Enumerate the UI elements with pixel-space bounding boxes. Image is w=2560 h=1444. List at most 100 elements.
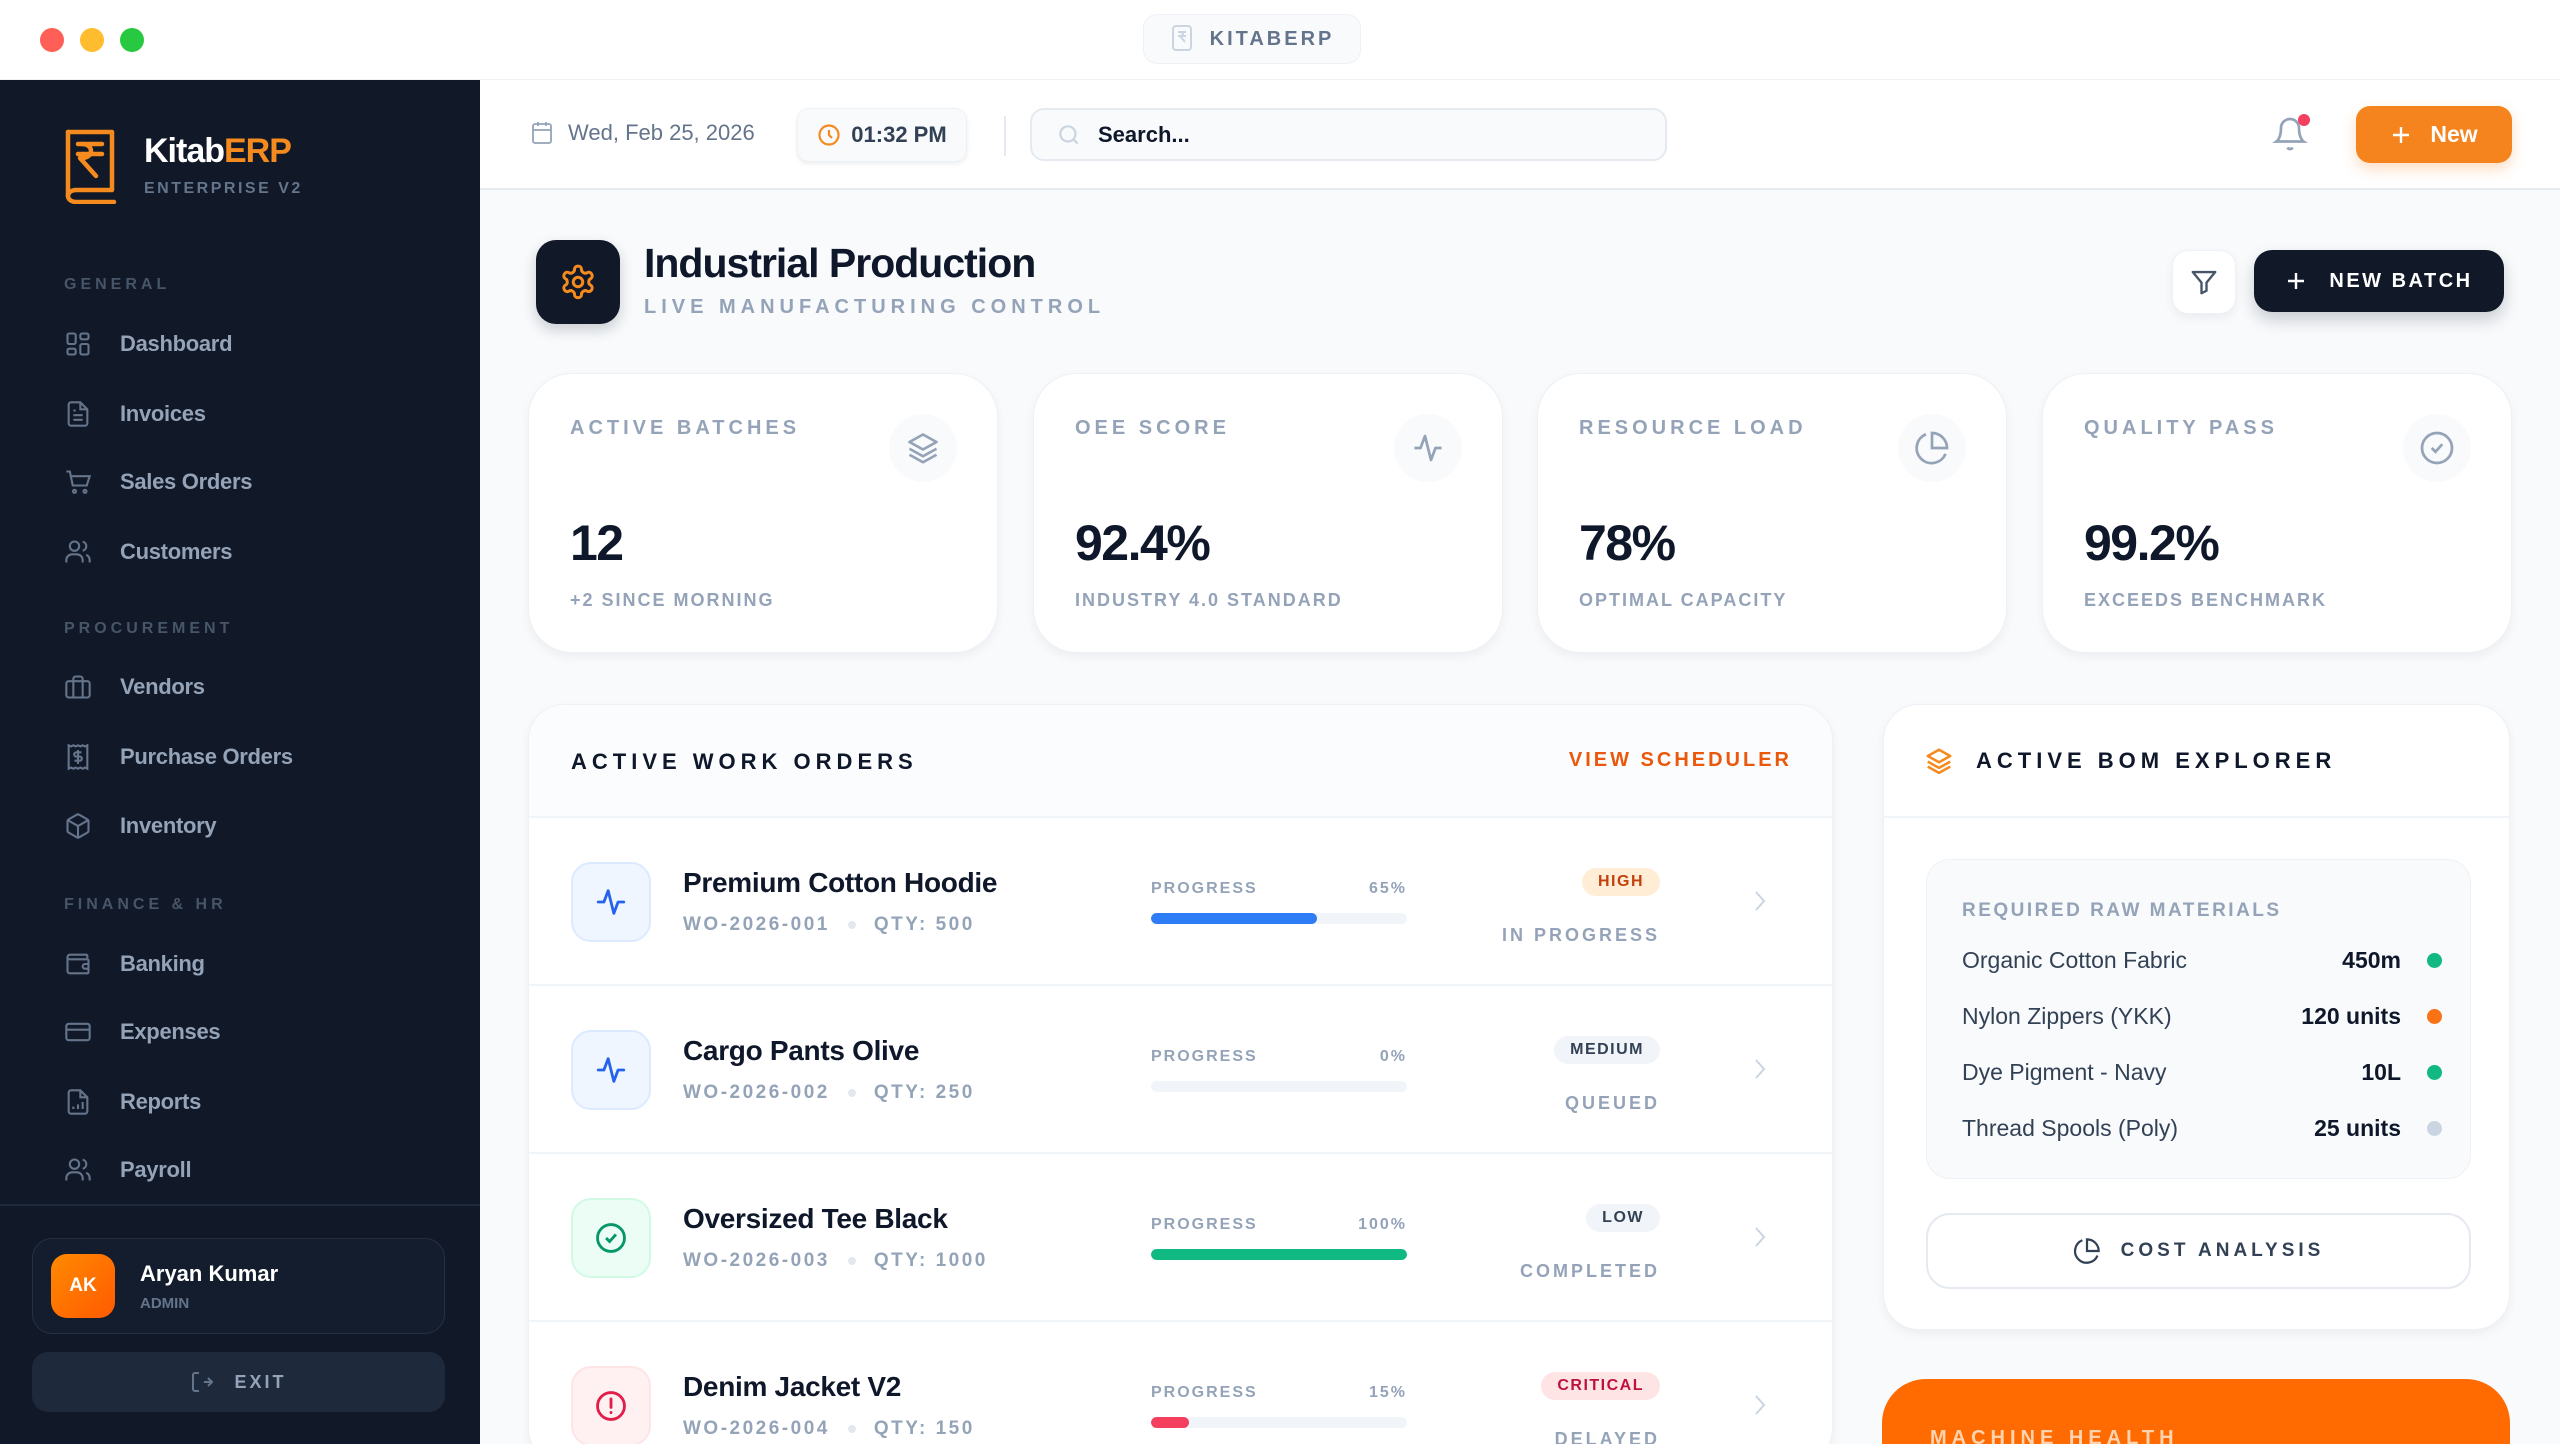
- work-orders-title: ACTIVE WORK ORDERS: [571, 749, 918, 774]
- progress-bar: [1151, 1081, 1407, 1092]
- bell-icon: [2272, 117, 2308, 151]
- receipt-icon: [67, 743, 89, 771]
- new-batch-button[interactable]: NEW BATCH: [2254, 250, 2504, 312]
- chevron-right-icon[interactable]: [1748, 1054, 1772, 1084]
- nav-section-finance-hr: FINANCE & HR: [64, 896, 227, 913]
- report-icon: [67, 1089, 89, 1115]
- current-date: Wed, Feb 25, 2026: [530, 120, 755, 146]
- chevron-right-icon[interactable]: [1748, 1390, 1772, 1420]
- page-icon: [536, 240, 620, 324]
- progress-percent: 0%: [1379, 1048, 1407, 1065]
- window-titlebar: KITABERP: [0, 0, 2560, 80]
- ledger-rupee-icon: [1171, 25, 1192, 51]
- status-dot: [2427, 1064, 2442, 1080]
- activity-icon: [596, 889, 626, 915]
- progress-bar: [1151, 1249, 1407, 1260]
- raw-materials-box: REQUIRED RAW MATERIALS Organic Cotton Fa…: [1926, 859, 2471, 1179]
- avatar: AK: [51, 1254, 115, 1318]
- chevron-right-icon[interactable]: [1748, 1222, 1772, 1252]
- sidebar-item-reports[interactable]: Reports: [64, 1080, 444, 1124]
- sidebar-item-customers[interactable]: Customers: [64, 530, 444, 574]
- sidebar-item-inventory[interactable]: Inventory: [64, 804, 444, 848]
- material-row: Organic Cotton Fabric 450m: [1962, 942, 2442, 978]
- nav-section-general: GENERAL: [64, 276, 171, 293]
- stat-card-active-batches: ACTIVE BATCHES 12 +2 SINCE MORNING: [528, 373, 998, 653]
- progress-percent: 15%: [1368, 1384, 1407, 1401]
- gear-icon: [562, 264, 594, 300]
- work-order-name: Premium Cotton Hoodie: [683, 867, 998, 898]
- brand[interactable]: KitabERP ENTERPRISE V2: [58, 128, 303, 204]
- box-icon: [66, 813, 90, 839]
- check-circle-icon: [596, 1223, 626, 1253]
- alert-circle-icon: [596, 1391, 626, 1421]
- layers-icon: [1926, 748, 1952, 774]
- work-order-row[interactable]: Denim Jacket V2 WO-2026-004 QTY: 150 PROG…: [529, 1322, 1832, 1444]
- work-orders-panel: ACTIVE WORK ORDERS VIEW SCHEDULER Premiu…: [528, 704, 1833, 1444]
- cart-icon: [66, 470, 92, 494]
- users-icon: [65, 540, 91, 563]
- pie-chart-icon: [2073, 1238, 2100, 1264]
- new-button[interactable]: New: [2356, 106, 2512, 163]
- nav-section-procurement: PROCUREMENT: [64, 620, 234, 637]
- work-order-id: WO-2026-004: [683, 1418, 830, 1439]
- maximize-window-button[interactable]: [120, 28, 144, 52]
- sidebar-item-expenses[interactable]: Expenses: [64, 1010, 444, 1054]
- work-order-id: WO-2026-001: [683, 914, 830, 935]
- page-subtitle: LIVE MANUFACTURING CONTROL: [644, 296, 1106, 318]
- minimize-window-button[interactable]: [80, 28, 104, 52]
- sidebar-item-invoices[interactable]: Invoices: [64, 392, 444, 436]
- plus-icon: [2393, 126, 2410, 143]
- work-order-row[interactable]: Premium Cotton Hoodie WO-2026-001 QTY: 50…: [529, 818, 1832, 986]
- status-label: QUEUED: [1564, 1093, 1660, 1113]
- sidebar-item-payroll[interactable]: Payroll: [64, 1148, 444, 1192]
- check-circle-icon: [2420, 431, 2454, 465]
- work-order-row[interactable]: Oversized Tee Black WO-2026-003 QTY: 1000…: [529, 1154, 1832, 1322]
- activity-icon: [1414, 434, 1442, 462]
- stat-value: 12: [570, 515, 624, 571]
- bom-explorer-panel: ACTIVE BOM EXPLORER REQUIRED RAW MATERIA…: [1883, 704, 2510, 1330]
- sidebar: KitabERP ENTERPRISE V2 GENERAL Dashboard…: [0, 80, 480, 1444]
- sidebar-item-sales-orders[interactable]: Sales Orders: [64, 460, 444, 504]
- view-scheduler-link[interactable]: VIEW SCHEDULER: [1568, 749, 1792, 771]
- work-order-name: Oversized Tee Black: [683, 1203, 948, 1234]
- calendar-icon: [532, 122, 552, 144]
- user-profile-card[interactable]: AK Aryan Kumar ADMIN: [32, 1238, 445, 1334]
- work-order-row[interactable]: Cargo Pants Olive WO-2026-002 QTY: 250 PR…: [529, 986, 1832, 1154]
- pie-chart-icon: [1915, 431, 1949, 465]
- work-order-qty: QTY: 1000: [873, 1250, 988, 1271]
- progress-percent: 100%: [1358, 1216, 1407, 1233]
- stat-card-quality-pass: QUALITY PASS 99.2% EXCEEDS BENCHMARK: [2042, 373, 2512, 653]
- work-order-id: WO-2026-003: [683, 1250, 830, 1271]
- work-order-name: Denim Jacket V2: [683, 1371, 902, 1402]
- material-row: Thread Spools (Poly) 25 units: [1962, 1110, 2442, 1146]
- user-role: ADMIN: [140, 1294, 190, 1312]
- material-row: Nylon Zippers (YKK) 120 units: [1962, 998, 2442, 1034]
- user-name: Aryan Kumar: [140, 1260, 279, 1286]
- current-time: 01:32 PM: [797, 108, 967, 162]
- file-text-icon: [67, 401, 89, 427]
- stat-value: 92.4%: [1075, 515, 1211, 571]
- activity-icon: [596, 1057, 626, 1083]
- exit-button[interactable]: EXIT: [32, 1352, 445, 1412]
- sidebar-item-banking[interactable]: Banking: [64, 942, 444, 986]
- sidebar-item-vendors[interactable]: Vendors: [64, 665, 444, 709]
- priority-badge: LOW: [1586, 1204, 1660, 1232]
- notifications-button[interactable]: [2272, 114, 2312, 154]
- cost-analysis-button[interactable]: COST ANALYSIS: [1926, 1213, 2471, 1289]
- plus-icon: [2288, 273, 2305, 289]
- topbar-divider: [1004, 116, 1006, 156]
- status-dot: [2427, 1120, 2442, 1136]
- status-label: DELAYED: [1554, 1429, 1660, 1444]
- chevron-right-icon[interactable]: [1748, 886, 1772, 916]
- close-window-button[interactable]: [40, 28, 64, 52]
- search-input[interactable]: [1098, 121, 1638, 148]
- filter-button[interactable]: [2172, 250, 2236, 314]
- search-box[interactable]: [1030, 108, 1667, 161]
- sidebar-item-dashboard[interactable]: Dashboard: [64, 322, 444, 366]
- kitab-logo-icon: [65, 129, 117, 204]
- wallet-icon: [66, 953, 90, 975]
- priority-badge: HIGH: [1582, 868, 1660, 896]
- sidebar-item-purchase-orders[interactable]: Purchase Orders: [64, 735, 444, 779]
- priority-badge: MEDIUM: [1554, 1036, 1660, 1064]
- material-row: Dye Pigment - Navy 10L: [1962, 1054, 2442, 1090]
